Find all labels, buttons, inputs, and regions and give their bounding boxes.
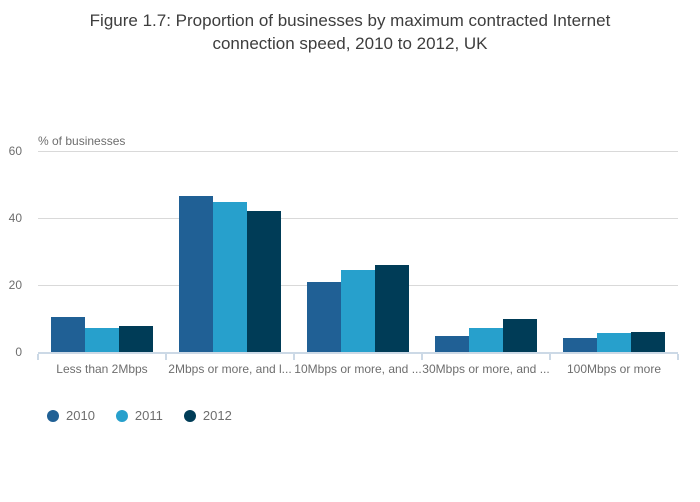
legend: 2010 2011 2012 (47, 408, 253, 423)
bar-2012-1[interactable] (119, 325, 153, 352)
bar-2012-5[interactable] (631, 331, 665, 352)
bar-2012-4[interactable] (503, 318, 537, 352)
plot-area (37, 151, 679, 360)
bar-2012-3[interactable] (375, 264, 409, 352)
gridline-60 (38, 151, 678, 152)
bar-2010-5[interactable] (563, 337, 597, 352)
x-axis-label-2: 2Mbps or more, and l... (168, 362, 292, 376)
x-axis-tick (677, 354, 679, 360)
legend-marker-icon (115, 409, 128, 422)
chart-title: Figure 1.7: Proportion of businesses by … (0, 9, 700, 55)
legend-item-2011[interactable]: 2011 (115, 408, 163, 423)
y-axis-unit-label: % of businesses (38, 134, 126, 148)
x-axis-tick (37, 354, 39, 360)
legend-marker-icon (47, 409, 59, 422)
x-axis-labels: Less than 2Mbps 2Mbps or more, and l... 10… (38, 362, 678, 376)
x-axis-tick (165, 354, 167, 360)
bar-2011-1[interactable] (85, 327, 119, 352)
legend-label: 2012 (202, 408, 232, 423)
x-axis-label-4: 30Mbps or more, and ... (422, 362, 550, 376)
bar-group-3 (294, 151, 422, 352)
legend-marker-icon (183, 409, 196, 422)
bar-2010-2[interactable] (179, 196, 213, 352)
bar-2010-3[interactable] (307, 282, 341, 352)
bar-group-1 (38, 151, 166, 352)
bar-2012-2[interactable] (247, 211, 281, 352)
bar-2011-4[interactable] (469, 327, 503, 352)
bar-2010-4[interactable] (435, 335, 469, 352)
legend-item-2012[interactable]: 2012 (183, 408, 232, 423)
gridline-40 (38, 217, 678, 219)
bar-group-2 (166, 151, 294, 352)
bar-group-4 (422, 151, 550, 352)
bar-group-5 (550, 151, 678, 352)
y-tick-label-20: 20 (8, 278, 22, 292)
chart-title-line1: Figure 1.7: Proportion of businesses by … (89, 11, 611, 30)
x-axis-label-5: 100Mbps or more (566, 362, 662, 376)
bar-2011-3[interactable] (341, 269, 375, 352)
x-axis-line (38, 352, 678, 354)
bar-2010-1[interactable] (51, 316, 85, 352)
legend-item-2010[interactable]: 2010 (47, 408, 95, 423)
y-tick-label-60: 60 (8, 144, 22, 158)
x-axis-tick (549, 354, 551, 360)
x-axis-label-1: Less than 2Mbps (56, 362, 148, 376)
y-axis-tick-labels: 0 20 40 60 (0, 144, 30, 359)
chart-title-line2: connection speed, 2010 to 2012, UK (212, 34, 488, 53)
x-axis-tick (293, 354, 295, 360)
bar-2011-2[interactable] (213, 201, 247, 352)
y-tick-label-0: 0 (15, 345, 22, 359)
legend-label: 2010 (66, 408, 95, 423)
bar-2011-5[interactable] (597, 332, 631, 352)
y-tick-label-40: 40 (8, 211, 22, 225)
legend-label: 2011 (134, 408, 163, 423)
x-axis-tick (421, 354, 423, 360)
x-axis-label-3: 10Mbps or more, and ... (294, 362, 422, 376)
